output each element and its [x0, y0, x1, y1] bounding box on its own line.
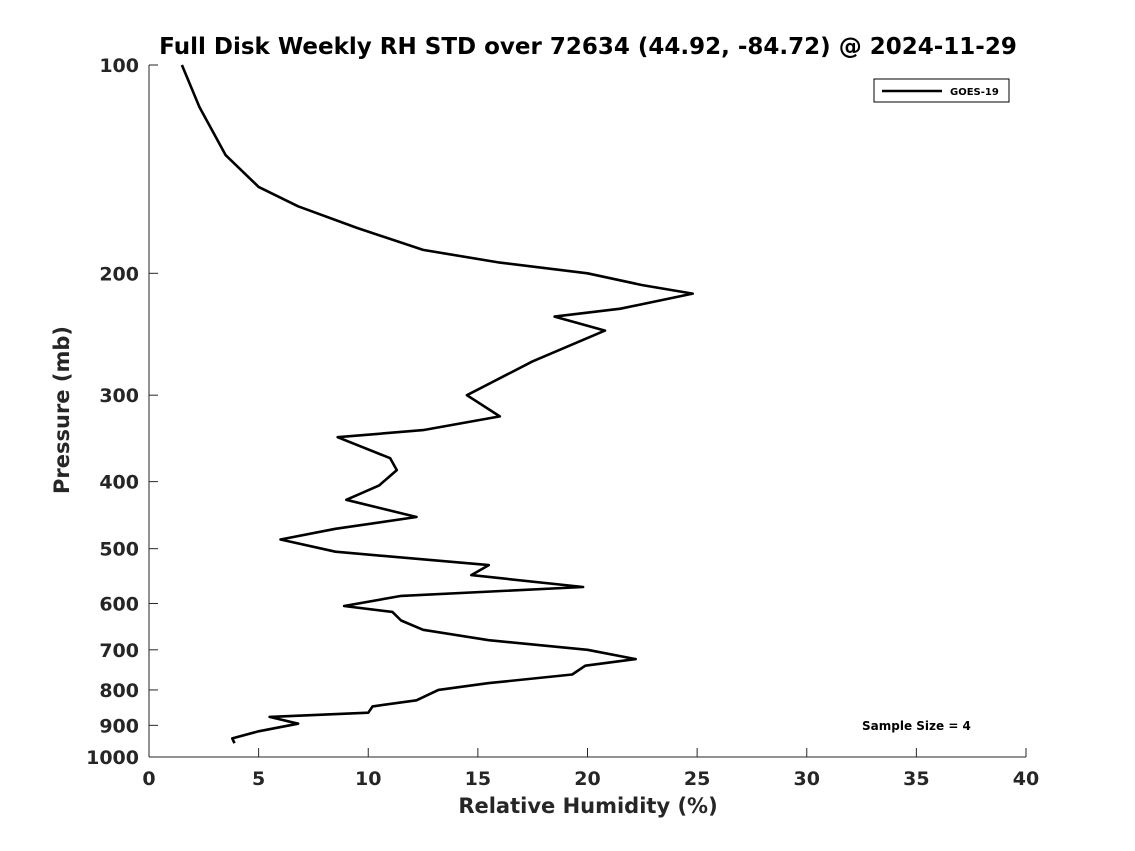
- legend-entry-goes-19: GOES-19: [950, 87, 999, 98]
- y-tick-label: 400: [99, 472, 139, 494]
- x-tick-label: 5: [252, 768, 265, 790]
- legend: GOES-19: [873, 78, 1010, 103]
- y-tick-label: 600: [99, 593, 139, 615]
- y-axis-label: Pressure (mb): [50, 326, 74, 494]
- y-tick-label: 900: [99, 715, 139, 737]
- x-tick-label: 25: [684, 768, 710, 790]
- y-tick-label: 800: [99, 680, 139, 702]
- y-tick-label: 300: [99, 385, 139, 407]
- sample-size-annotation: Sample Size = 4: [862, 719, 971, 733]
- x-tick-label: 10: [355, 768, 381, 790]
- plot-frame: [148, 65, 1026, 758]
- y-tick-label: 200: [99, 263, 139, 285]
- x-tick-label: 40: [1013, 768, 1039, 790]
- x-axis-label: Relative Humidity (%): [458, 794, 717, 818]
- y-tick-label: 500: [99, 539, 139, 561]
- chart-title: Full Disk Weekly RH STD over 72634 (44.9…: [159, 34, 1017, 60]
- y-tick-label: 1000: [86, 747, 139, 769]
- x-tick-label: 0: [142, 768, 155, 790]
- x-tick-label: 15: [465, 768, 491, 790]
- x-axis-ticks: 0 5 10 15 20 25 30 35 40: [142, 748, 1039, 790]
- y-tick-label: 700: [99, 640, 139, 662]
- x-tick-label: 30: [794, 768, 820, 790]
- series-line-goes-19: [180, 64, 694, 744]
- x-tick-label: 35: [903, 768, 929, 790]
- x-tick-label: 20: [574, 768, 600, 790]
- y-tick-label: 100: [99, 55, 139, 77]
- y-axis-ticks: 100 200 300 400 500 600 700 800 900 1000: [86, 55, 158, 769]
